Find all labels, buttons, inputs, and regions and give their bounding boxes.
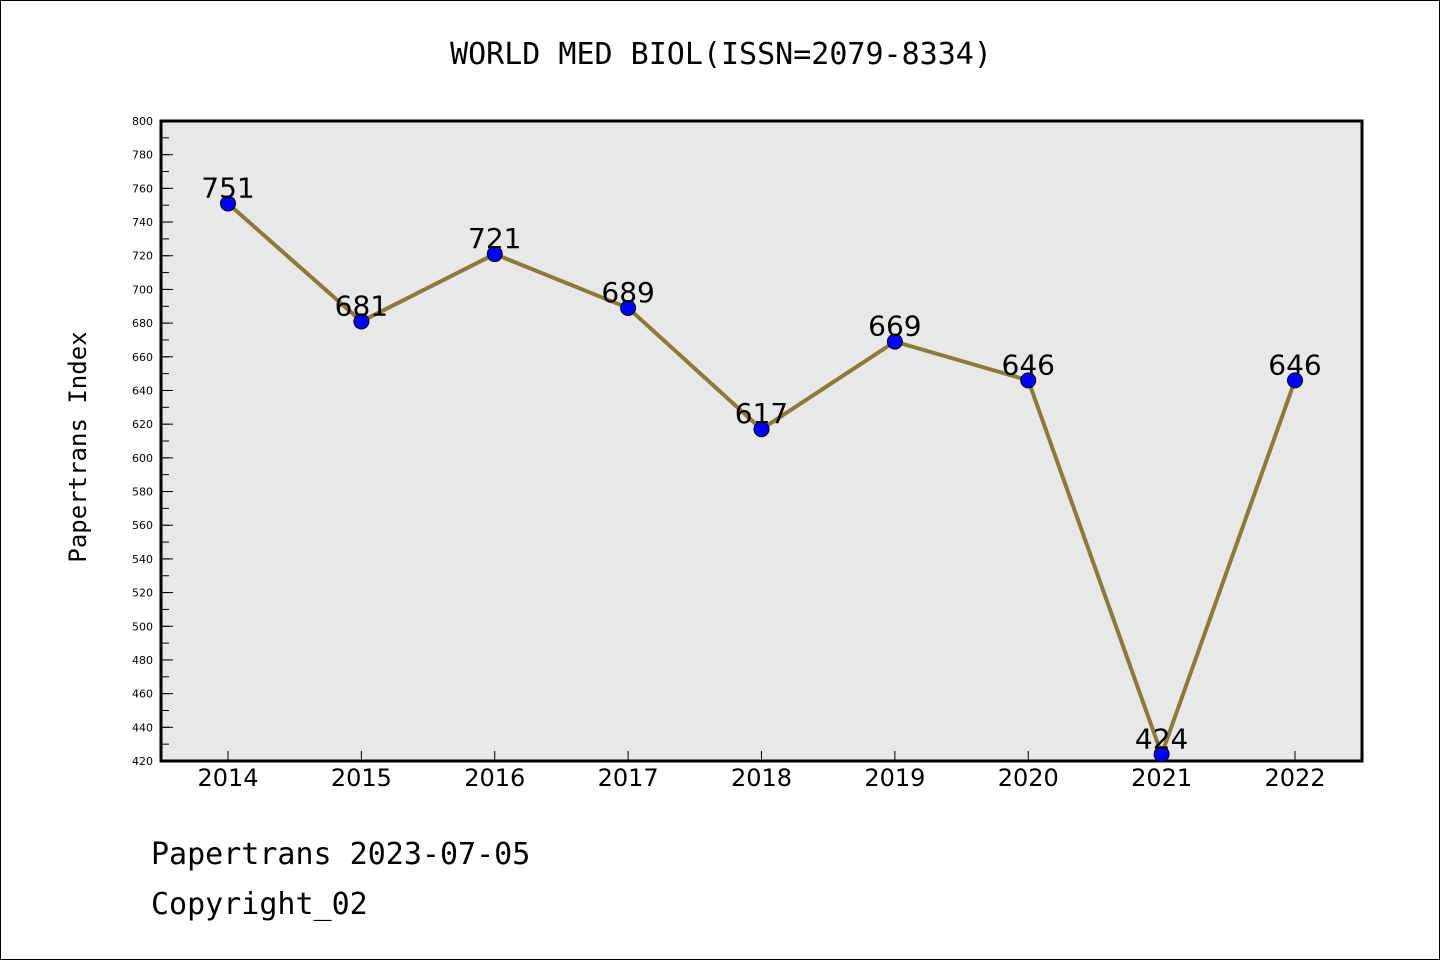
x-tick-label: 2022 bbox=[1264, 764, 1325, 792]
data-label: 646 bbox=[1002, 348, 1055, 381]
y-tick-label: 600 bbox=[132, 452, 153, 465]
data-point bbox=[1153, 746, 1170, 763]
chart-title: WORLD MED BIOL(ISSN=2079-8334) bbox=[450, 37, 992, 72]
data-point bbox=[620, 299, 637, 316]
x-tick-label: 2020 bbox=[998, 764, 1059, 792]
x-tick-label: 2018 bbox=[731, 764, 792, 792]
y-tick-label: 720 bbox=[132, 250, 153, 263]
data-point bbox=[1287, 372, 1303, 389]
y-tick-label: 640 bbox=[132, 384, 153, 397]
data-point bbox=[753, 421, 770, 438]
x-tick-label: 2019 bbox=[864, 764, 925, 792]
y-axis: 420 440 460 480 500 520 540 560 580 600 620 640 660 6… bbox=[132, 115, 173, 768]
y-tick-label: 420 bbox=[132, 755, 153, 768]
data-label: 669 bbox=[868, 310, 921, 343]
y-tick-label: 580 bbox=[132, 486, 153, 499]
y-tick-label: 440 bbox=[132, 721, 153, 734]
y-tick-label: 680 bbox=[132, 317, 153, 330]
y-tick-label: 540 bbox=[132, 553, 153, 566]
data-label: 681 bbox=[335, 289, 388, 322]
x-tick-label: 2021 bbox=[1131, 764, 1192, 792]
y-tick-label: 620 bbox=[132, 418, 153, 431]
x-tick-label: 2014 bbox=[197, 764, 258, 792]
data-label: 689 bbox=[601, 276, 654, 309]
data-point bbox=[486, 246, 503, 263]
data-point bbox=[886, 333, 903, 350]
data-point bbox=[353, 313, 370, 330]
y-tick-label: 800 bbox=[132, 115, 153, 128]
x-tick-label: 2015 bbox=[331, 764, 392, 792]
data-label: 751 bbox=[201, 172, 254, 205]
footer-date: Papertrans 2023-07-05 bbox=[151, 837, 531, 872]
x-axis: 2014 2015 2016 2017 2018 2019 2020 2021 2022 bbox=[197, 751, 1326, 792]
y-tick-label: 500 bbox=[132, 620, 153, 633]
data-label: 721 bbox=[468, 222, 521, 255]
y-tick-label: 460 bbox=[132, 688, 153, 701]
x-tick-label: 2017 bbox=[598, 764, 659, 792]
plot-area bbox=[159, 119, 1364, 763]
y-tick-label: 700 bbox=[132, 283, 153, 296]
y-axis-label: Papertrans Index bbox=[64, 331, 92, 562]
y-tick-label: 660 bbox=[132, 351, 153, 364]
footer-copyright: Copyright_02 bbox=[151, 887, 368, 922]
y-tick-label: 760 bbox=[132, 182, 153, 195]
y-tick-label: 740 bbox=[132, 216, 153, 229]
series-layer: 751 681 721 689 617 669 646 424 646 bbox=[201, 172, 1322, 763]
y-tick-label: 780 bbox=[132, 149, 153, 162]
y-tick-label: 560 bbox=[132, 519, 153, 532]
data-label: 646 bbox=[1268, 348, 1321, 381]
y-tick-label: 480 bbox=[132, 654, 153, 667]
data-point bbox=[220, 195, 236, 212]
x-tick-label: 2016 bbox=[464, 764, 525, 792]
data-label: 424 bbox=[1135, 722, 1188, 755]
data-point bbox=[1020, 372, 1037, 389]
data-label: 617 bbox=[735, 397, 788, 430]
y-tick-label: 520 bbox=[132, 587, 153, 600]
